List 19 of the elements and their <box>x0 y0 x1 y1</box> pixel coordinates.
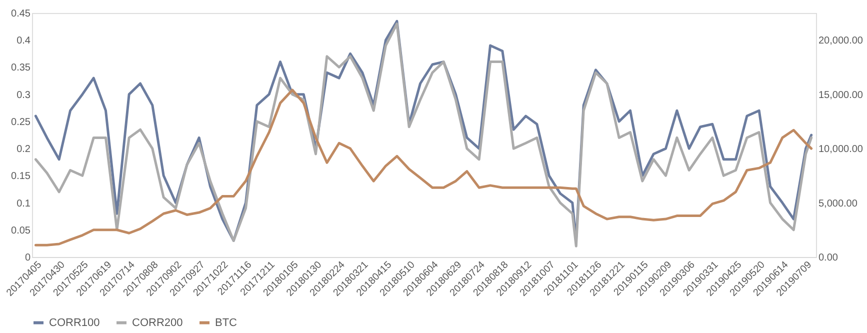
y2-tick-label: 5,000.00 <box>818 198 858 210</box>
y2-tick-label: 10,000.00 <box>818 144 864 156</box>
legend-label: CORR200 <box>132 316 183 329</box>
legend-label: BTC <box>215 316 238 329</box>
y2-tick-label: 0.00 <box>818 252 838 264</box>
y-tick-label: 0 <box>24 252 31 264</box>
y-tick-label: 0.1 <box>16 198 31 210</box>
y-tick-label: 0.4 <box>16 36 31 47</box>
y-tick-label: 0.3 <box>16 90 31 101</box>
y-tick-label: 0.2 <box>16 144 31 156</box>
y-tick-label: 0.45 <box>11 8 31 20</box>
line-series <box>34 88 813 246</box>
y-tick-label: 0.35 <box>11 62 31 74</box>
y-tick-label: 0.05 <box>11 225 31 236</box>
y2-tick-label: 15,000.00 <box>818 90 864 101</box>
y2-tick-label: 20,000.00 <box>818 36 864 47</box>
y-tick-label: 0.15 <box>11 171 31 182</box>
legend-label: CORR100 <box>49 316 100 329</box>
y-tick-label: 0.25 <box>11 116 31 128</box>
